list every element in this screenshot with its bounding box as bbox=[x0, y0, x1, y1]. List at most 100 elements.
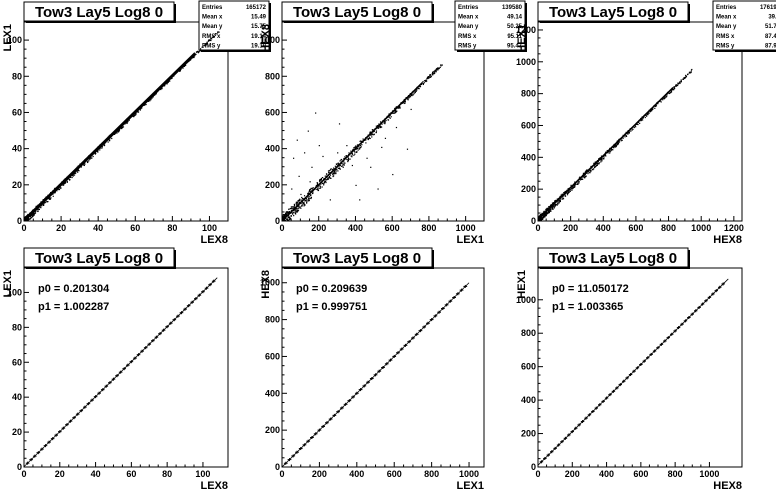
scatter-point bbox=[612, 149, 614, 151]
scatter-point bbox=[589, 172, 591, 174]
scatter-point bbox=[101, 147, 103, 149]
scatter-point bbox=[134, 114, 137, 116]
scatter-point bbox=[319, 185, 321, 187]
scatter-point bbox=[584, 175, 586, 177]
y-tick-label: 1000 bbox=[260, 35, 280, 45]
scatter-point bbox=[617, 143, 619, 145]
scatter-point bbox=[584, 176, 586, 178]
scatter-point bbox=[567, 188, 569, 190]
stats-value: 51.73 bbox=[765, 24, 776, 30]
scatter-point bbox=[538, 216, 540, 218]
stats-value: 15.75 bbox=[251, 24, 267, 30]
stats-label: RMS x bbox=[202, 34, 221, 40]
scatter-point bbox=[292, 206, 295, 208]
scatter-point bbox=[617, 142, 619, 144]
scatter-point bbox=[320, 183, 322, 185]
scatter-point bbox=[586, 169, 588, 171]
scatter-point bbox=[551, 206, 553, 208]
scatter-point bbox=[596, 164, 598, 166]
scatter-point bbox=[324, 180, 326, 183]
scatter-outlier bbox=[410, 108, 412, 111]
scatter-point bbox=[290, 214, 292, 217]
scatter-point bbox=[590, 165, 592, 168]
scatter-point bbox=[558, 199, 560, 201]
y-tick-label: 60 bbox=[12, 107, 22, 117]
scatter-point bbox=[163, 85, 165, 87]
scatter-point bbox=[367, 138, 369, 141]
scatter-point bbox=[399, 107, 401, 109]
scatter-point bbox=[644, 116, 646, 119]
scatter-point bbox=[540, 219, 542, 221]
scatter-point bbox=[610, 149, 612, 152]
scatter-point bbox=[634, 125, 636, 127]
scatter-point bbox=[353, 147, 355, 149]
scatter-point bbox=[328, 175, 331, 178]
scatter-point bbox=[551, 202, 554, 204]
y-tick-label: 1000 bbox=[260, 278, 280, 288]
scatter-point bbox=[210, 37, 212, 39]
scatter-point bbox=[116, 132, 118, 134]
scatter-point bbox=[393, 112, 396, 114]
x-tick-label: 600 bbox=[385, 223, 400, 233]
scatter-point bbox=[26, 219, 28, 221]
scatter-point bbox=[122, 126, 125, 128]
scatter-point bbox=[422, 83, 424, 85]
scatter-point bbox=[288, 211, 290, 213]
scatter-point bbox=[594, 165, 596, 168]
scatter-outlier bbox=[342, 166, 344, 168]
scatter-point bbox=[384, 123, 386, 125]
scatter-point bbox=[152, 96, 154, 98]
scatter-point bbox=[126, 122, 128, 125]
scatter-point bbox=[435, 68, 437, 71]
scatter-point bbox=[398, 106, 400, 108]
scatter-point bbox=[153, 94, 156, 96]
scatter-point bbox=[315, 184, 317, 187]
scatter-point bbox=[427, 76, 429, 78]
scatter-point bbox=[428, 77, 430, 79]
scatter-point bbox=[27, 219, 29, 221]
scatter-point bbox=[595, 164, 598, 167]
title-box-shadow bbox=[540, 21, 690, 23]
scatter-point bbox=[679, 81, 681, 83]
scatter-point bbox=[303, 202, 305, 205]
scatter-point bbox=[43, 203, 45, 205]
scatter-point bbox=[558, 201, 560, 203]
y-tick-label: 200 bbox=[521, 184, 536, 194]
scatter-point bbox=[620, 138, 623, 140]
scatter-point bbox=[352, 149, 354, 151]
scatter-point bbox=[438, 68, 440, 70]
scatter-point bbox=[289, 218, 291, 221]
scatter-point bbox=[371, 136, 373, 138]
scatter-point bbox=[348, 158, 350, 160]
scatter-point bbox=[68, 179, 71, 181]
scatter-point bbox=[329, 177, 331, 179]
stats-box-shadow bbox=[269, 3, 271, 52]
scatter-point bbox=[63, 183, 65, 185]
scatter-point bbox=[570, 189, 572, 191]
scatter-point bbox=[319, 181, 321, 183]
title-box-shadow bbox=[688, 250, 690, 269]
scatter-point bbox=[291, 212, 293, 214]
scatter-point bbox=[655, 105, 657, 108]
x-axis-label: HEX8 bbox=[713, 480, 742, 492]
scatter-point bbox=[306, 199, 308, 201]
stats-label: Mean x bbox=[458, 15, 479, 21]
chart-title: Tow3 Lay5 Log8 0 bbox=[293, 250, 421, 267]
scatter-point bbox=[282, 215, 284, 217]
scatter-point bbox=[120, 127, 123, 130]
scatter-point bbox=[371, 133, 373, 135]
scatter-point bbox=[285, 224, 286, 225]
scatter-point bbox=[355, 148, 357, 151]
scatter-outlier bbox=[293, 157, 295, 159]
scatter-point bbox=[690, 69, 693, 71]
scatter-point bbox=[285, 214, 287, 216]
scatter-point bbox=[62, 184, 64, 186]
scatter-point bbox=[351, 152, 353, 154]
scatter-point bbox=[296, 209, 299, 211]
scatter-point bbox=[439, 66, 441, 69]
scatter-point bbox=[547, 211, 549, 213]
scatter-point bbox=[350, 155, 352, 157]
scatter-point bbox=[613, 145, 615, 147]
scatter-point bbox=[332, 167, 335, 169]
scatter-point bbox=[324, 179, 326, 181]
